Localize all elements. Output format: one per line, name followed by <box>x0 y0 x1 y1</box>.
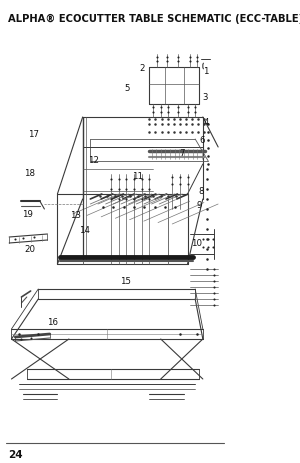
Text: 12: 12 <box>88 155 99 164</box>
Text: 1: 1 <box>203 67 208 76</box>
Text: 8: 8 <box>199 186 204 195</box>
Text: 10: 10 <box>191 238 202 248</box>
Text: 9: 9 <box>196 200 202 209</box>
Text: 14: 14 <box>79 225 90 235</box>
Text: 7: 7 <box>179 148 184 157</box>
Text: 19: 19 <box>22 209 32 219</box>
Text: 13: 13 <box>70 211 81 220</box>
Text: 16: 16 <box>47 317 58 326</box>
Text: 18: 18 <box>24 169 35 178</box>
Text: 20: 20 <box>24 244 35 254</box>
Text: 15: 15 <box>120 276 131 286</box>
Text: 4: 4 <box>204 118 209 127</box>
Text: 3: 3 <box>203 93 208 102</box>
Text: 11: 11 <box>132 171 143 181</box>
Text: 2: 2 <box>139 64 145 73</box>
Text: 5: 5 <box>124 83 130 93</box>
Text: 6: 6 <box>200 135 205 144</box>
Text: 24: 24 <box>8 449 22 459</box>
Text: 17: 17 <box>28 130 40 139</box>
Text: ALPHA® ECOCUTTER TABLE SCHEMATIC (ECC-TABLE): ALPHA® ECOCUTTER TABLE SCHEMATIC (ECC-TA… <box>8 14 300 24</box>
